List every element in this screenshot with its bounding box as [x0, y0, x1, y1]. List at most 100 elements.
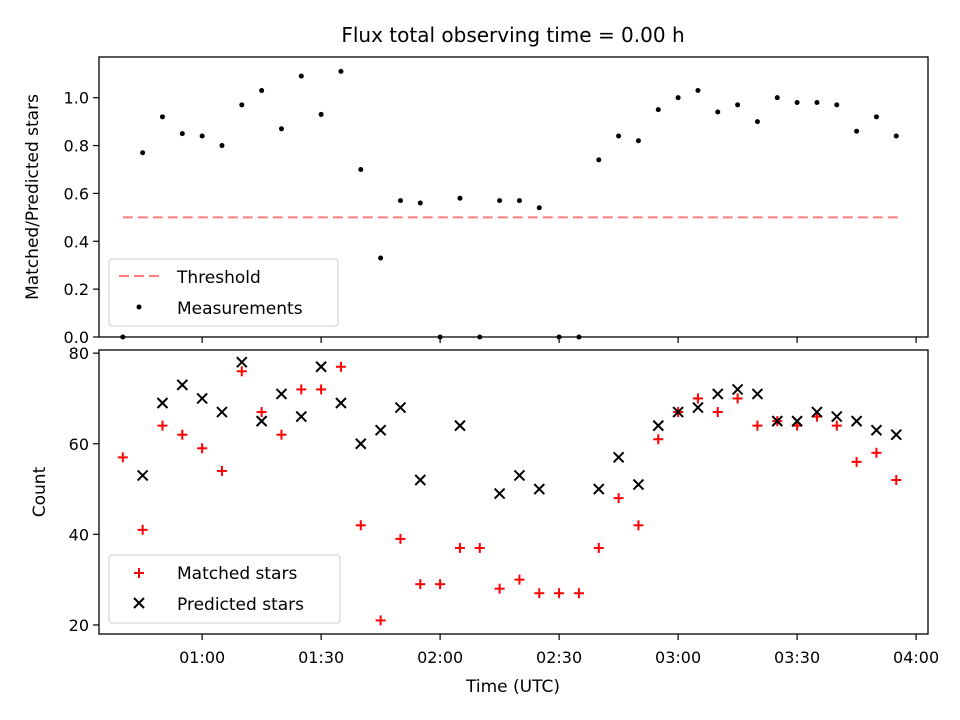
- measurement-point: [735, 102, 741, 108]
- predicted-star-point: [771, 415, 783, 427]
- measurement-point: [556, 334, 562, 340]
- bottom-y-tick-label: 40: [69, 525, 89, 544]
- matched-star-point: [851, 456, 862, 467]
- measurement-point: [635, 138, 641, 144]
- matched-star-point: [316, 384, 327, 395]
- measurement-point: [239, 102, 245, 108]
- matched-star-point: [177, 429, 188, 440]
- predicted-star-point: [355, 438, 367, 450]
- predicted-star-point: [831, 410, 843, 423]
- legend-predicted-label: Predicted stars: [177, 595, 304, 615]
- measurement-point: [893, 133, 899, 139]
- predicted-star-point: [295, 410, 307, 423]
- predicted-star-point: [692, 401, 704, 414]
- top-y-tick-label: 1.0: [64, 89, 89, 108]
- measurement-point: [873, 114, 879, 120]
- matched-star-point: [216, 465, 227, 476]
- matched-star-point: [256, 407, 267, 418]
- measurement-point: [814, 99, 820, 105]
- top-y-tick-label: 0.8: [64, 137, 89, 156]
- matched-star-point: [692, 393, 703, 404]
- x-tick-label: 03:30: [774, 648, 820, 667]
- bottom-x-ticks: 01:00 01:30 02:00 02:30 03:00 03:30 04:00: [179, 634, 939, 667]
- matched-star-point: [752, 420, 763, 431]
- matched-star-point: [573, 588, 584, 599]
- measurement-point: [576, 334, 582, 340]
- measurement-point: [397, 198, 403, 204]
- bottom-legend: Matched stars Predicted stars: [108, 554, 341, 624]
- matched-star-point: [593, 542, 604, 553]
- measurement-point: [259, 88, 265, 94]
- matched-star-point: [197, 443, 208, 454]
- x-tick-label: 02:30: [536, 648, 582, 667]
- measurement-point: [120, 334, 126, 340]
- measurement-point: [457, 195, 463, 201]
- measurement-point: [536, 205, 542, 211]
- matched-star-point: [395, 533, 406, 544]
- predicted-star-point: [890, 428, 902, 441]
- top-panel: 0.0 0.2 0.4 0.6 0.8 1.0 Matched/Predicted sta…: [23, 56, 929, 347]
- legend-matched-swatch: [134, 568, 144, 578]
- measurement-point: [140, 150, 146, 156]
- predicted-star-point: [751, 388, 764, 400]
- measurement-point: [179, 131, 185, 137]
- measurement-point: [655, 107, 661, 113]
- matched-star-point: [613, 493, 624, 504]
- measurement-point: [516, 198, 522, 204]
- x-tick-label: 04:00: [893, 648, 939, 667]
- bottom-y-axis-label: Count: [30, 466, 50, 517]
- measurement-point: [754, 119, 760, 125]
- measurement-points: [120, 68, 899, 340]
- predicted-star-point: [632, 478, 645, 491]
- predicted-star-point: [315, 361, 327, 373]
- predicted-star-point: [791, 415, 803, 427]
- matched-star-point: [732, 393, 743, 404]
- matched-star-point: [296, 384, 307, 395]
- top-y-tick-label: 0.2: [64, 280, 89, 299]
- predicted-star-point: [216, 406, 228, 418]
- matched-star-point: [831, 420, 842, 431]
- legend-threshold-label: Threshold: [176, 268, 261, 288]
- x-tick-label: 02:00: [417, 648, 463, 667]
- x-tick-label: 01:00: [179, 648, 225, 667]
- chart-title: Flux total observing time = 0.00 h: [341, 23, 684, 47]
- top-y-ticks: 0.0 0.2 0.4 0.6 0.8 1.0: [64, 89, 99, 347]
- matched-star-point: [435, 579, 446, 590]
- top-legend: Threshold Measurements: [108, 258, 339, 327]
- predicted-star-point: [454, 419, 466, 432]
- matched-star-point: [891, 474, 902, 485]
- predicted-star-point: [672, 406, 684, 418]
- measurement-point: [596, 157, 602, 163]
- top-y-tick-label: 0.4: [64, 232, 89, 251]
- top-plot-frame: [98, 56, 929, 338]
- matched-star-point: [554, 588, 565, 599]
- measurement-point: [278, 126, 284, 132]
- measurement-point: [794, 99, 800, 105]
- predicted-star-point: [136, 469, 149, 482]
- predicted-star-point: [513, 469, 526, 482]
- top-y-tick-label: 0.0: [64, 328, 89, 347]
- predicted-star-point: [156, 397, 169, 409]
- measurement-point: [437, 334, 443, 340]
- matched-star-point: [117, 452, 128, 463]
- predicted-star-point: [236, 356, 248, 368]
- measurement-point: [497, 198, 503, 204]
- predicted-star-point: [394, 401, 407, 414]
- measurement-point: [715, 109, 721, 115]
- x-tick-label: 03:00: [655, 648, 701, 667]
- matched-star-point: [137, 524, 148, 535]
- legend-measurements-swatch: [136, 304, 142, 310]
- predicted-star-point: [850, 415, 863, 427]
- predicted-star-point: [493, 487, 506, 500]
- measurement-point: [834, 102, 840, 108]
- measurement-point: [298, 73, 304, 79]
- measurement-point: [774, 95, 780, 101]
- matched-star-point: [276, 429, 287, 440]
- measurement-point: [358, 166, 364, 172]
- matched-star-point: [415, 579, 426, 590]
- matched-star-point: [157, 420, 168, 431]
- measurement-point: [219, 143, 225, 149]
- bottom-y-ticks: 20 40 60 80: [69, 344, 99, 635]
- predicted-star-point: [176, 379, 189, 391]
